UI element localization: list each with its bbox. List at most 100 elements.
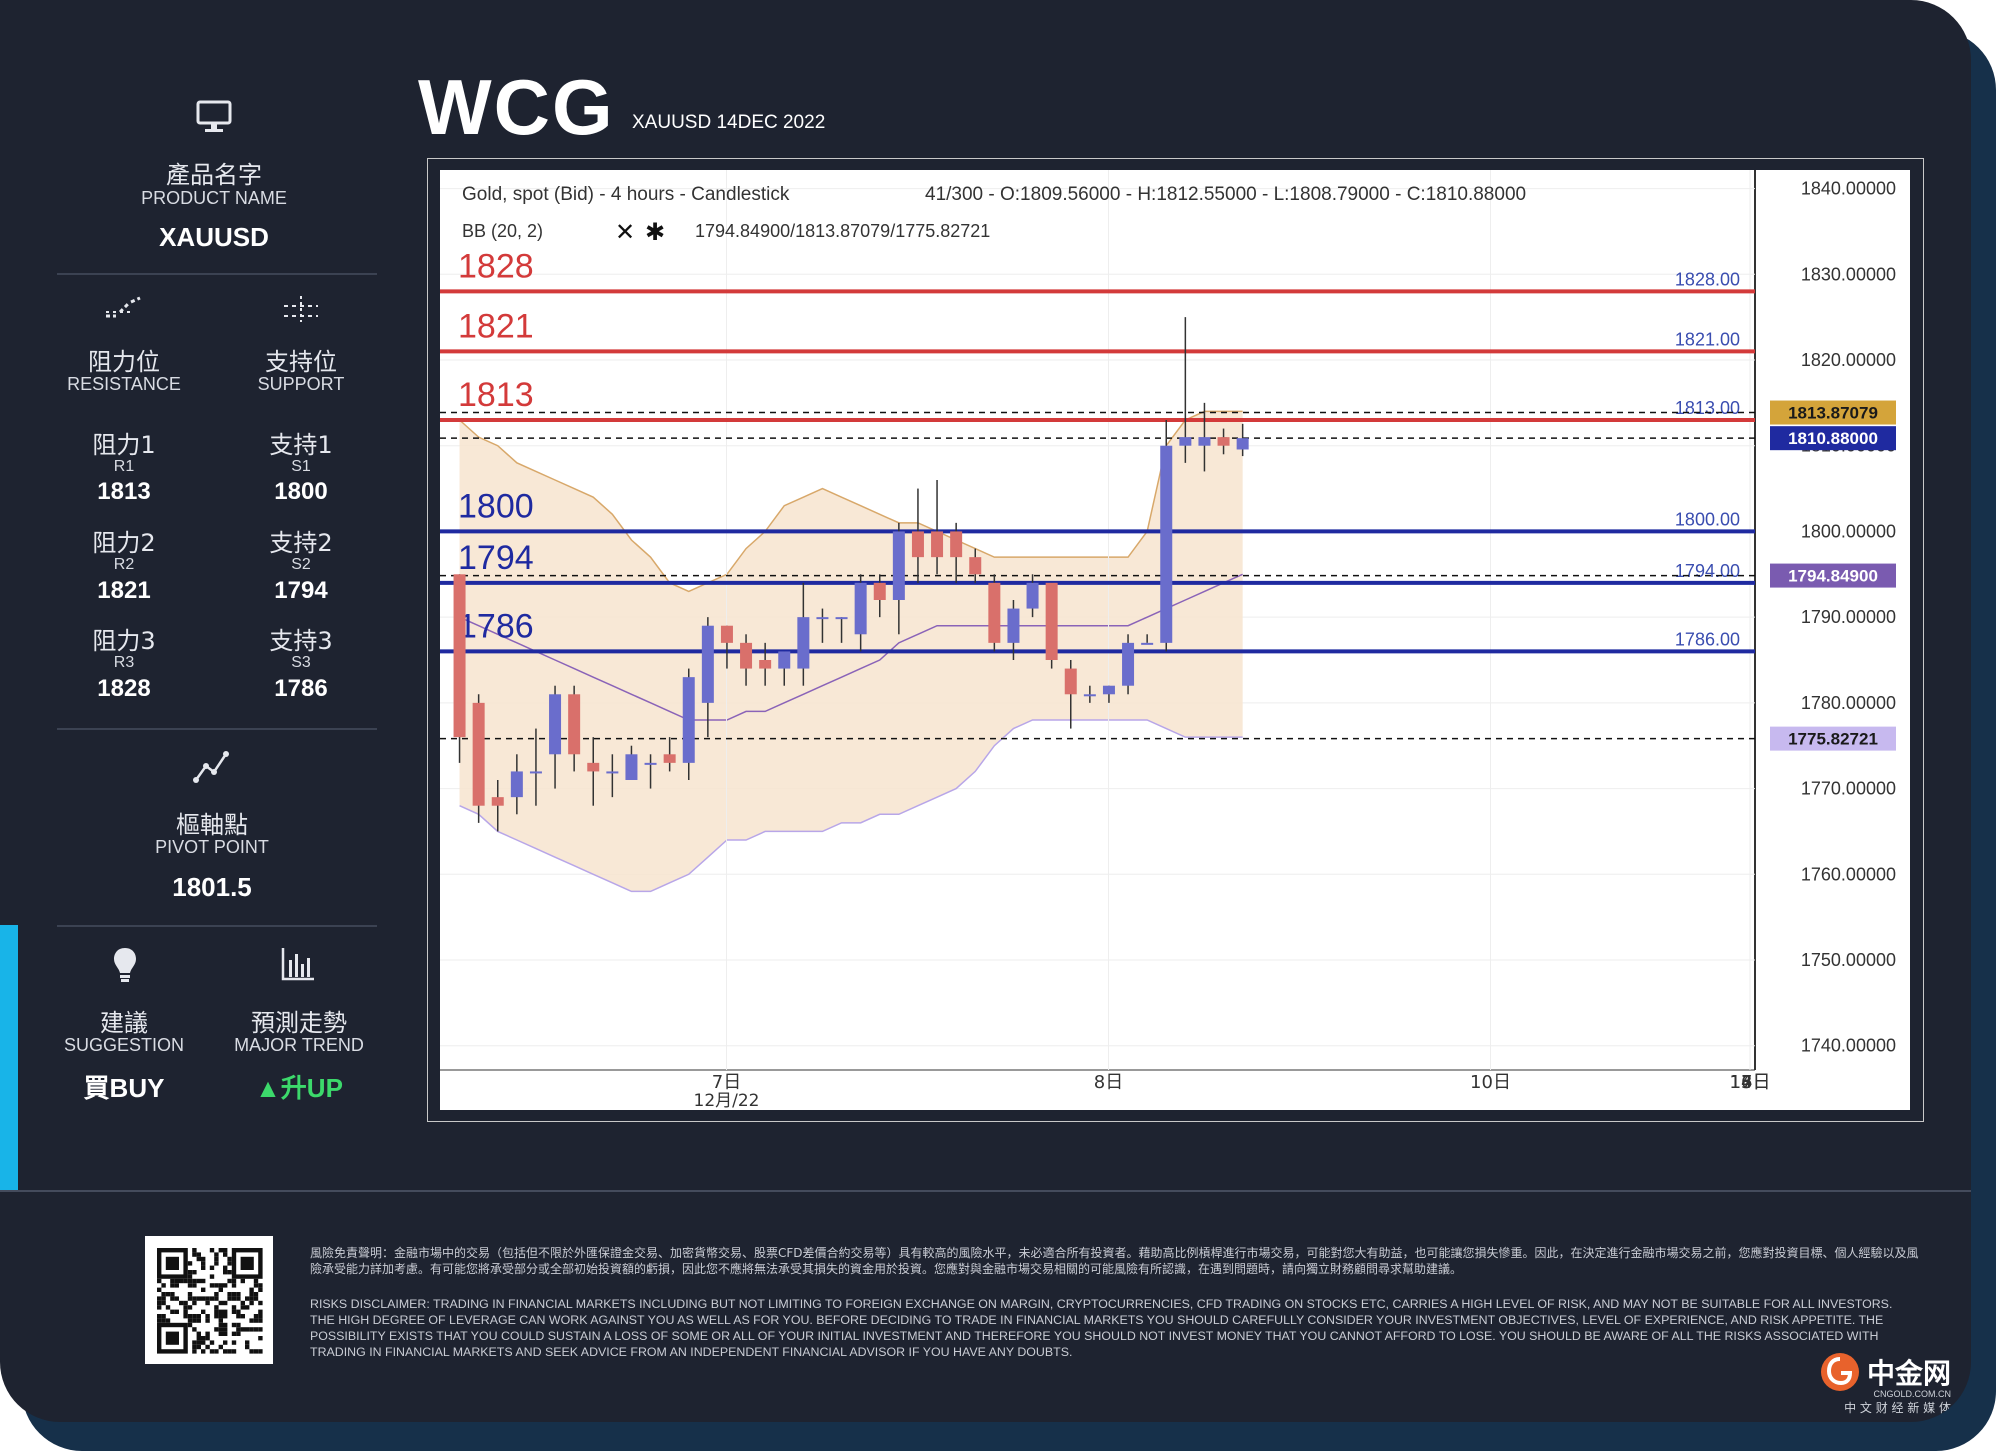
- brand-name: 中金网: [1866, 1357, 1951, 1390]
- product-name-en: PRODUCT NAME: [141, 188, 287, 208]
- price-tag-label: 1794.84900: [1788, 567, 1878, 586]
- candle-body: [797, 617, 810, 669]
- level-label-1786: 1786: [458, 607, 534, 645]
- candle-body: [625, 754, 638, 780]
- pivot-value: 1801.5: [172, 872, 252, 902]
- price-tag-box: [1770, 400, 1896, 425]
- candle-body: [740, 642, 753, 669]
- level-label-1828: 1828: [458, 247, 534, 285]
- y-tick-label: 1820.00000: [1801, 350, 1896, 370]
- close-icon: ✕: [615, 218, 635, 246]
- chart-panel: 7日 12月/22 8日 10日 13日 14日 16日 17日 1828 1828.00 1821…: [440, 170, 1910, 1110]
- trend-up-arrow-icon: ▲: [255, 1073, 281, 1103]
- candle-body: [1160, 445, 1173, 643]
- x-tick-sublabel: 12月/22: [694, 1091, 760, 1110]
- accent-bar: [0, 925, 18, 1190]
- price-tag-label: 1813.87079: [1788, 404, 1878, 423]
- chart-info-title: Gold, spot (Bid) - 4 hours - Candlestick: [462, 184, 790, 205]
- r2-code: R2: [113, 556, 135, 573]
- support-icon: [284, 296, 318, 322]
- candle-body: [720, 625, 733, 643]
- candle-body: [778, 651, 791, 669]
- candle-body: [1026, 582, 1039, 609]
- s3-code: S3: [291, 654, 311, 671]
- candle-body: [1007, 608, 1020, 643]
- candle-body: [491, 797, 504, 806]
- pivot-en: PIVOT POINT: [155, 837, 269, 857]
- lightbulb-icon: [114, 948, 136, 982]
- x-tick-label: 14日: [1730, 1072, 1771, 1093]
- level-value-1794: 1794.00: [1675, 561, 1740, 581]
- r1-value: 1813: [97, 478, 151, 505]
- r3-code: R3: [113, 654, 135, 671]
- sidebar-divider: [57, 273, 377, 275]
- s1-zh: 支持1: [269, 431, 333, 459]
- candle-body: [988, 582, 1001, 643]
- pivot-zh: 樞軸點: [176, 811, 248, 839]
- candle-body: [1122, 642, 1135, 686]
- suggestion-en: SUGGESTION: [63, 1035, 184, 1055]
- level-label-1794: 1794: [458, 539, 534, 577]
- candle-body: [1198, 437, 1211, 446]
- support-zh: 支持位: [265, 348, 337, 376]
- candle-body: [1064, 668, 1077, 695]
- resistance-en: RESISTANCE: [67, 374, 181, 394]
- disclaimer-zh: 風險免責聲明：金融市場中的交易（包括但不限於外匯保證金交易、加密貨幣交易、股票C…: [310, 1246, 1919, 1276]
- level-value-1821: 1821.00: [1675, 329, 1740, 349]
- candle-body: [892, 531, 905, 600]
- y-tick-label: 1840.00000: [1801, 179, 1896, 199]
- level-value-1813: 1813.00: [1675, 398, 1740, 418]
- sidebar-divider: [57, 925, 377, 927]
- bb-label: BB (20, 2): [462, 221, 543, 241]
- x-tick-label: 7日: [712, 1072, 741, 1093]
- y-tick-label: 1790.00000: [1801, 607, 1896, 627]
- candle-body: [911, 531, 924, 558]
- y-tick-label: 1750.00000: [1801, 950, 1896, 970]
- wcg-logo: WCG: [418, 63, 615, 151]
- x-tick-label: 8日: [1094, 1072, 1123, 1093]
- s1-code: S1: [291, 458, 311, 475]
- candle-body: [1045, 582, 1058, 660]
- level-value-1800: 1800.00: [1675, 509, 1740, 529]
- r3-value: 1828: [97, 675, 151, 702]
- brand-tagline: 中 文 财 经 新 媒 体: [1844, 1401, 1951, 1415]
- candle-body: [931, 531, 944, 558]
- candle-body: [873, 582, 886, 600]
- brand-watermark: 中金网 CNGOLD.COM.CN 中 文 财 经 新 媒 体: [1819, 1351, 1951, 1416]
- level-label-1821: 1821: [458, 307, 534, 345]
- page-subtitle: XAUUSD 14DEC 2022: [632, 112, 826, 133]
- y-tick-label: 1740.00000: [1801, 1036, 1896, 1056]
- candle-body: [701, 625, 714, 703]
- y-tick-label: 1760.00000: [1801, 864, 1896, 884]
- x-tick-label: 17日: [1730, 1072, 1771, 1093]
- disclaimer-en: RISKS DISCLAIMER: TRADING IN FINANCIAL M…: [310, 1297, 1893, 1359]
- footer-divider: [0, 1190, 1971, 1192]
- sidebar-divider: [57, 728, 377, 730]
- candle-body: [510, 771, 523, 798]
- support-en: SUPPORT: [257, 374, 345, 394]
- candle-body: [453, 574, 466, 738]
- trend-value-text: 升UP: [280, 1073, 343, 1103]
- y-tick-label: 1800.00000: [1801, 521, 1896, 541]
- level-label-1800: 1800: [458, 487, 534, 525]
- product-name-value: XAUUSD: [159, 222, 269, 252]
- qr-code-icon[interactable]: [145, 1236, 273, 1364]
- r1-code: R1: [113, 458, 135, 475]
- level-value-1786: 1786.00: [1675, 629, 1740, 649]
- candle-body: [568, 694, 581, 755]
- s1-value: 1800: [274, 478, 328, 505]
- r1-zh: 阻力1: [92, 431, 156, 459]
- candle-body: [587, 762, 600, 772]
- candle-body: [1102, 685, 1115, 695]
- report-card: 產品名字 PRODUCT NAME XAUUSD 阻力位 RESISTANCE …: [0, 0, 1971, 1422]
- candle-body: [1083, 694, 1096, 697]
- r3-zh: 阻力3: [92, 627, 156, 655]
- x-tick-label: 10日: [1470, 1072, 1511, 1093]
- candle-body: [950, 531, 963, 558]
- candle-body: [663, 754, 676, 763]
- resistance-zh: 阻力位: [88, 348, 160, 376]
- candle-body: [816, 617, 829, 620]
- bollinger-middle-line: [459, 573, 1243, 721]
- candle-body: [549, 694, 562, 755]
